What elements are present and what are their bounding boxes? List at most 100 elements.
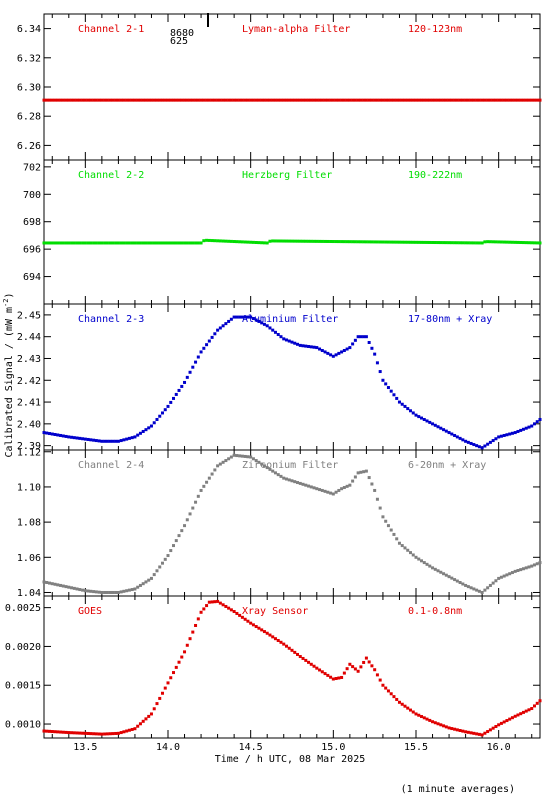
data-point [414, 98, 418, 102]
data-point [97, 241, 101, 245]
data-point [486, 98, 490, 102]
data-point [50, 582, 54, 586]
data-point [477, 589, 481, 593]
data-point [284, 477, 288, 481]
data-point [488, 728, 492, 732]
data-point [447, 575, 451, 579]
data-point [216, 98, 220, 102]
data-point [431, 98, 435, 102]
data-point [282, 337, 286, 341]
data-point [494, 98, 498, 102]
data-point [293, 480, 297, 484]
data-point [238, 454, 242, 458]
data-point [155, 702, 159, 706]
data-point [163, 557, 167, 561]
data-point [221, 98, 225, 102]
data-point [78, 436, 82, 440]
data-point [64, 98, 68, 102]
data-point [334, 490, 338, 494]
data-point [439, 241, 443, 245]
data-point [535, 562, 539, 566]
data-point [406, 407, 410, 411]
data-point [320, 98, 324, 102]
data-point [196, 617, 200, 621]
data-point [265, 324, 269, 328]
data-point [279, 98, 283, 102]
data-point [210, 472, 214, 476]
data-point [218, 601, 222, 605]
y-tick-label: 1.04 [17, 588, 41, 599]
data-point [216, 464, 220, 468]
data-point [458, 436, 462, 440]
data-point [356, 240, 360, 244]
data-point [326, 351, 330, 355]
data-point [331, 240, 335, 244]
data-point [323, 672, 327, 676]
data-point [246, 455, 250, 459]
data-point [488, 440, 492, 444]
data-point [125, 241, 129, 245]
data-point [524, 566, 528, 570]
data-point [251, 623, 255, 627]
data-point [67, 585, 71, 589]
data-point [323, 489, 327, 493]
data-point [315, 346, 319, 350]
data-point [397, 541, 401, 545]
data-point [160, 691, 164, 695]
data-point [375, 361, 379, 365]
data-point [235, 611, 239, 615]
data-point [491, 98, 495, 102]
data-point [538, 417, 542, 421]
data-point [497, 723, 501, 727]
data-point [97, 732, 101, 736]
data-point [152, 241, 156, 245]
data-point [309, 662, 313, 666]
data-point [249, 455, 253, 459]
data-point [268, 326, 272, 330]
data-point [205, 343, 209, 347]
data-point [114, 590, 118, 594]
data-point [221, 324, 225, 328]
data-point [296, 239, 300, 243]
data-point [359, 335, 363, 339]
data-point [50, 241, 54, 245]
y-tick-label: 0.0010 [5, 720, 41, 731]
data-point [538, 561, 542, 565]
data-point [144, 717, 148, 721]
data-point [229, 98, 233, 102]
data-point [240, 454, 244, 458]
data-point [442, 428, 446, 432]
data-point [279, 335, 283, 339]
data-point [290, 648, 294, 652]
data-point [103, 98, 107, 102]
data-point [268, 467, 272, 471]
data-point [378, 98, 382, 102]
data-point [194, 241, 198, 245]
data-point [149, 241, 153, 245]
data-point [499, 721, 503, 725]
data-point [431, 720, 435, 724]
data-point [260, 98, 264, 102]
data-point [290, 479, 294, 483]
data-point [75, 98, 79, 102]
data-point [455, 98, 459, 102]
data-point [276, 638, 280, 642]
data-point [422, 561, 426, 565]
data-point [458, 241, 462, 245]
data-point [180, 98, 184, 102]
data-point [351, 342, 355, 346]
data-point [433, 98, 437, 102]
data-point [169, 400, 173, 404]
data-point [309, 345, 313, 349]
data-point [125, 729, 129, 733]
data-point [174, 241, 178, 245]
data-point [166, 241, 170, 245]
data-point [524, 709, 528, 713]
data-point [356, 335, 360, 339]
data-point [174, 665, 178, 669]
data-point [122, 730, 126, 734]
data-point [229, 317, 233, 321]
data-point [224, 239, 228, 243]
data-point [92, 590, 96, 594]
data-point [177, 534, 181, 538]
